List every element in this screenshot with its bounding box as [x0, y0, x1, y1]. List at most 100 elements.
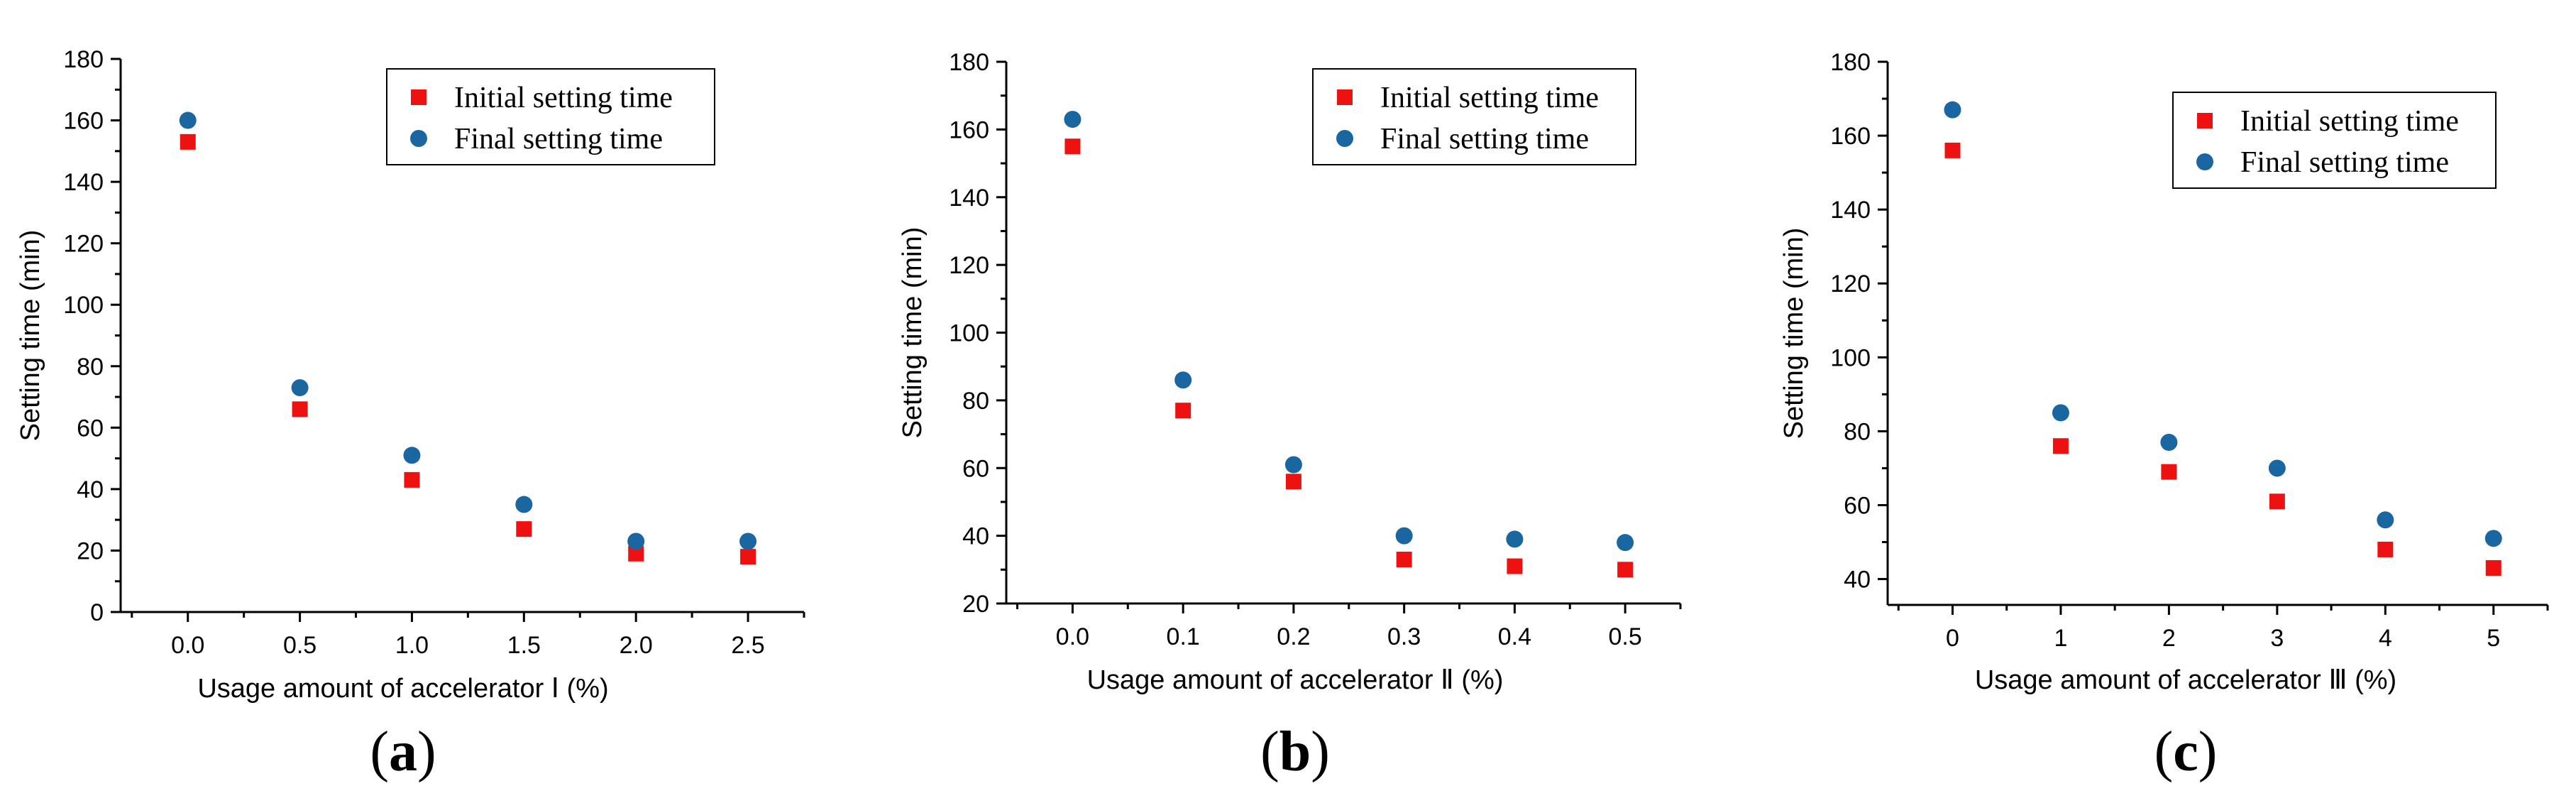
- legend-label: Initial setting time: [1380, 82, 1599, 114]
- final-setting-point: [1506, 530, 1524, 548]
- initial-setting-point: [2052, 438, 2069, 454]
- y-tick-label: 80: [77, 354, 104, 381]
- x-tick-label: 3: [2270, 625, 2284, 652]
- y-tick-label: 80: [962, 388, 989, 415]
- legend-marker-initial: [2197, 113, 2213, 129]
- y-tick-label: 40: [77, 476, 104, 503]
- chart-panel-c: 40 60 80 100 120 140 160 180 0 1 2 3 4 5 Usage amount …: [1779, 49, 2549, 783]
- y-axis-title: Setting time (min): [898, 227, 928, 439]
- y-tick-label: 180: [949, 49, 989, 76]
- panel-label: (c): [2154, 721, 2218, 783]
- y-axis-title: Setting time (min): [1779, 228, 1809, 439]
- y-tick-label: 180: [63, 46, 104, 73]
- y-tick-label: 100: [63, 292, 104, 319]
- legend-box: [386, 68, 715, 165]
- y-tick-label: 140: [63, 169, 104, 196]
- final-setting-point: [739, 532, 757, 550]
- x-tick-label: 0.1: [1167, 623, 1200, 650]
- x-axis-title: Usage amount of accelerator Ⅲ (%): [1975, 665, 2396, 695]
- final-setting-point: [1064, 111, 1081, 129]
- legend-marker-final: [410, 130, 427, 147]
- final-setting-point: [515, 496, 533, 513]
- y-tick-label: 140: [1830, 197, 1871, 224]
- legend-label: Initial setting time: [2240, 105, 2459, 138]
- initial-setting-point: [180, 133, 196, 150]
- initial-setting-point: [404, 471, 420, 488]
- panel-label: (a): [370, 721, 436, 783]
- initial-setting-point: [1617, 562, 1634, 578]
- legend-marker-final: [1336, 130, 1353, 147]
- y-tick-label: 60: [1844, 492, 1871, 519]
- legend-marker-initial: [411, 89, 426, 105]
- x-tick-label: 0.5: [283, 632, 317, 659]
- initial-setting-point: [1507, 558, 1523, 574]
- initial-setting-point: [516, 521, 532, 537]
- chart-panel-b: 20 40 60 80 100 120 140 160 180 0.0 0.1 0.2 0.3 0.4 0.…: [898, 49, 1682, 783]
- y-tick-label: 80: [1844, 418, 1871, 445]
- legend-label: Final setting time: [2240, 146, 2449, 179]
- y-tick-label: 140: [949, 185, 989, 212]
- x-tick-label: 0.2: [1277, 623, 1310, 650]
- final-setting-point: [1944, 101, 1961, 119]
- legend-box: [1312, 68, 1636, 165]
- initial-setting-point: [2377, 541, 2394, 557]
- legend-label: Final setting time: [1380, 123, 1589, 155]
- final-setting-point: [1284, 456, 1302, 474]
- final-setting-point: [1174, 371, 1192, 389]
- y-tick-label: 40: [962, 523, 989, 550]
- y-tick-label: 20: [77, 537, 104, 564]
- final-setting-point: [1395, 527, 1413, 545]
- y-tick-label: 60: [77, 415, 104, 442]
- initial-setting-point: [2485, 559, 2501, 576]
- panel-label: (b): [1260, 721, 1330, 783]
- initial-setting-point: [1285, 474, 1301, 490]
- legend-label: Initial setting time: [454, 82, 673, 114]
- y-tick-label: 160: [1830, 123, 1871, 150]
- initial-setting-point: [292, 401, 308, 417]
- y-tick-label: 100: [949, 320, 989, 347]
- final-setting-point: [2484, 530, 2502, 547]
- final-setting-point: [2377, 511, 2394, 529]
- legend-label: Final setting time: [454, 123, 663, 155]
- final-setting-point: [179, 111, 197, 129]
- x-axis-title: Usage amount of accelerator Ⅱ (%): [1087, 665, 1504, 695]
- final-setting-point: [2160, 434, 2178, 452]
- initial-setting-point: [628, 545, 644, 562]
- initial-setting-point: [1064, 138, 1081, 155]
- x-tick-label: 0: [1946, 625, 1959, 652]
- y-tick-label: 120: [63, 231, 104, 258]
- initial-setting-point: [1944, 142, 1961, 158]
- x-tick-label: 1: [2054, 625, 2067, 652]
- y-tick-label: 40: [1844, 567, 1871, 594]
- y-tick-label: 180: [1830, 49, 1871, 76]
- x-tick-label: 2: [2162, 625, 2176, 652]
- initial-setting-point: [1175, 403, 1191, 419]
- y-tick-label: 160: [63, 108, 104, 135]
- x-tick-label: 4: [2379, 625, 2392, 652]
- legend-box: [2172, 92, 2497, 189]
- final-setting-point: [1617, 534, 1634, 552]
- y-tick-label: 60: [962, 455, 989, 482]
- chart-panel-a: 0 20 40 60 80 100 120 140 160 180 0.0 0.5 1.0 1.5 2.0 2…: [16, 46, 805, 783]
- final-setting-point: [2268, 459, 2286, 477]
- x-tick-label: 2.0: [620, 632, 653, 659]
- x-tick-label: 0.3: [1387, 623, 1421, 650]
- final-setting-point: [627, 532, 645, 550]
- y-tick-label: 120: [1830, 271, 1871, 297]
- x-tick-label: 1.5: [507, 632, 541, 659]
- initial-setting-point: [1396, 552, 1412, 568]
- y-tick-label: 120: [949, 252, 989, 279]
- y-tick-label: 100: [1830, 344, 1871, 371]
- final-setting-point: [2052, 404, 2069, 422]
- x-tick-label: 2.5: [731, 632, 764, 659]
- final-setting-point: [403, 447, 421, 464]
- y-axis-title: Setting time (min): [16, 230, 45, 442]
- initial-setting-point: [2269, 493, 2285, 510]
- y-tick-label: 0: [90, 599, 104, 626]
- x-tick-label: 0.0: [171, 632, 204, 659]
- final-setting-point: [291, 379, 309, 397]
- x-tick-label: 0.0: [1056, 623, 1089, 650]
- initial-setting-point: [2161, 464, 2177, 480]
- x-tick-label: 5: [2487, 625, 2500, 652]
